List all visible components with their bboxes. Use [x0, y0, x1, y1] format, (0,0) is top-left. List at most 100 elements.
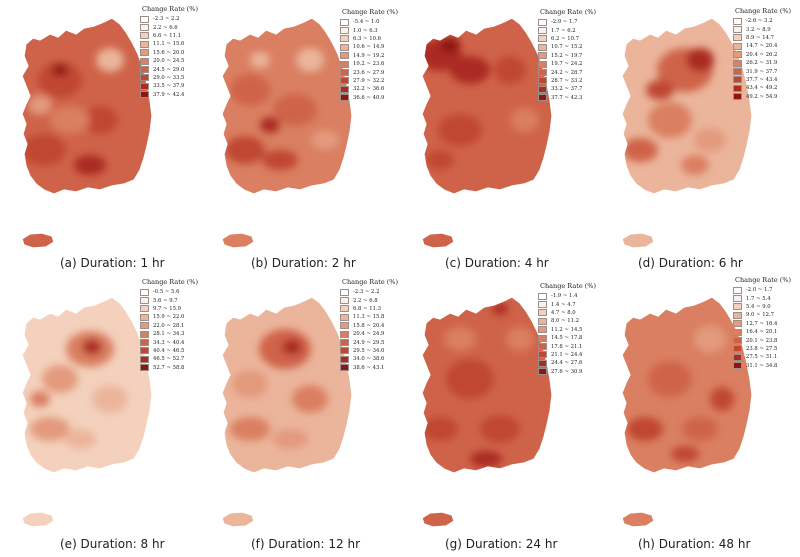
legend-range-label: 15.8 ~ 20.4 [353, 322, 385, 329]
legend-range-label: 1.7 ~ 6.2 [551, 27, 576, 34]
legend-swatch [140, 74, 149, 82]
legend-entry: 24.9 ~ 29.5 [340, 338, 398, 347]
change-rate-zone [272, 429, 308, 449]
map-panel-4hr: Change Rate (%) -2.9 ~ 1.7 1.7 ~ 6.2 6.2 ~ … [400, 0, 600, 278]
change-rate-zone [648, 102, 692, 138]
change-rate-zone [52, 64, 68, 76]
legend-range-label: 11.1 ~ 15.6 [153, 41, 185, 48]
legend-entry: 31.9 ~ 37.7 [733, 67, 791, 76]
legend-entry: 1.7 ~ 5.4 [733, 294, 791, 303]
legend-range-label: -2.9 ~ 1.7 [551, 19, 578, 26]
korea-map [221, 17, 353, 249]
legend-range-label: 31.9 ~ 37.7 [746, 68, 778, 75]
panel-caption: (f) Duration: 12 hr [251, 537, 361, 551]
legend-range-label: 10.6 ~ 14.9 [353, 44, 385, 51]
change-rate-zone [42, 365, 78, 393]
korea-map [21, 17, 153, 249]
legend-swatch [538, 309, 547, 317]
legend-range-label: 8.0 ~ 11.2 [551, 318, 580, 325]
legend-entry: 43.4 ~ 49.2 [733, 84, 791, 92]
change-rate-zone [30, 391, 50, 407]
legend-entry: 24.2 ~ 28.7 [538, 68, 596, 77]
change-rate-zone [440, 37, 460, 53]
legend-range-label: 14.5 ~ 17.8 [551, 335, 583, 342]
legend-swatch [140, 15, 149, 23]
legend-swatch [140, 91, 149, 99]
jeju-island-outline [21, 511, 55, 528]
jeju-island-outline [221, 511, 255, 528]
legend-swatch [340, 77, 349, 85]
legend-entry: -5.4 ~ 1.0 [340, 18, 398, 26]
change-rate-zone [438, 114, 482, 146]
legend-entry: 12.7 ~ 16.4 [733, 320, 791, 328]
jeju-island-outline [421, 511, 455, 528]
legend-swatch [340, 322, 349, 330]
legend-swatch [538, 94, 547, 102]
legend-range-label: 6.6 ~ 11.1 [153, 32, 182, 39]
legend-entry: 19.2 ~ 23.6 [340, 60, 398, 68]
legend-range-label: 19.7 ~ 24.2 [551, 61, 583, 68]
change-rate-zone [113, 140, 137, 160]
change-rate-zone [225, 136, 265, 164]
legend-entry: 24.4 ~ 27.6 [538, 359, 596, 367]
legend-entry: 9.0 ~ 12.7 [733, 311, 791, 319]
legend-swatch [733, 337, 742, 345]
legend-range-label: -2.6 ~ 3.2 [746, 18, 773, 25]
legend-swatch [733, 286, 742, 294]
legend-swatch [733, 26, 742, 34]
legend-swatch [538, 43, 547, 51]
legend-swatch [340, 288, 349, 296]
change-rate-zone [250, 52, 270, 68]
legend-swatch [733, 328, 742, 336]
legend-swatch [733, 93, 742, 101]
change-rate-zone [38, 62, 82, 98]
legend-swatch [538, 292, 547, 300]
legend-entry: 15.6 ~ 20.0 [140, 49, 198, 57]
legend-swatch [733, 84, 742, 92]
legend-swatch [140, 364, 149, 372]
legend-entry: 20.4 ~ 24.9 [340, 330, 398, 338]
legend-range-label: 1.0 ~ 6.3 [353, 27, 378, 34]
legend-range-label: 9.7 ~ 15.9 [153, 305, 182, 312]
legend-entry: 21.1 ~ 24.4 [538, 351, 596, 359]
legend-swatch [140, 57, 149, 65]
legend-swatch [538, 343, 547, 351]
legend-range-label: 40.4 ~ 46.5 [153, 347, 185, 354]
legend-range-label: 29.5 ~ 34.0 [353, 347, 385, 354]
legend-range-label: 14.9 ~ 19.2 [353, 52, 385, 59]
legend-range-label: 20.1 ~ 23.8 [746, 337, 778, 344]
legend-entry: 38.6 ~ 43.1 [340, 364, 398, 372]
legend-entry: 40.4 ~ 46.5 [140, 347, 198, 355]
legend-range-label: 43.4 ~ 49.2 [746, 85, 778, 92]
map-panel-48hr: Change Rate (%) -2.0 ~ 1.7 1.7 ~ 5.4 5.4 ~ … [600, 276, 800, 557]
legend-swatch [733, 362, 742, 370]
legend-swatch [140, 355, 149, 363]
change-rate-zone [282, 339, 302, 355]
legend-title: Change Rate (%) [342, 8, 398, 16]
legend-range-label: 29.0 ~ 33.5 [153, 74, 185, 81]
legend-entry: 1.7 ~ 6.2 [538, 26, 596, 35]
legend-range-label: 23.6 ~ 27.9 [353, 69, 385, 76]
legend-entry: 29.0 ~ 33.5 [140, 74, 198, 82]
legend-entry: 27.5 ~ 31.1 [733, 353, 791, 361]
change-rate-zone [506, 327, 534, 351]
legend-swatch [733, 320, 742, 328]
legend-entry: 11.1 ~ 15.6 [140, 40, 198, 48]
legend-swatch [340, 27, 349, 35]
legend-swatch [340, 330, 349, 338]
legend-title: Change Rate (%) [540, 8, 596, 16]
legend-range-label: -0.5 ~ 5.6 [153, 289, 180, 296]
legend-range-label: -2.0 ~ 1.7 [746, 287, 773, 294]
legend-entry: 10.6 ~ 14.9 [340, 43, 398, 51]
change-rate-zone [50, 106, 90, 134]
legend-swatch [140, 313, 149, 321]
legend-swatch [340, 69, 349, 77]
change-rate-zone [682, 417, 718, 441]
legend-entry: 16.4 ~ 20.1 [733, 328, 791, 336]
legend-range-label: 6.2 ~ 10.7 [551, 35, 580, 42]
legend-entry: 15.8 ~ 20.4 [340, 322, 398, 330]
legend-entry: 46.5 ~ 52.7 [140, 355, 198, 363]
legend-entry: 49.2 ~ 54.9 [733, 93, 791, 101]
legend-range-label: 36.6 ~ 40.9 [353, 94, 385, 101]
legend-entry: -2.0 ~ 1.7 [733, 286, 791, 294]
